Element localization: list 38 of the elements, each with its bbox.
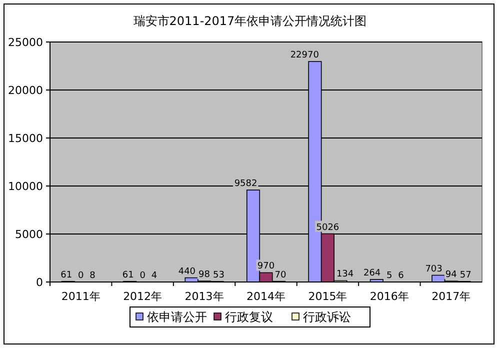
x-tick-label: 2015年	[308, 290, 348, 303]
data-label: 57	[460, 270, 472, 280]
legend-label: 行政诉讼	[303, 310, 351, 324]
data-label: 5	[386, 270, 392, 281]
x-tick-label: 2012年	[123, 290, 162, 303]
chart-title: 瑞安市2011-2017年依申请公开情况统计图	[133, 14, 367, 28]
legend-label: 行政复议	[225, 310, 273, 324]
data-label: 6	[398, 270, 404, 281]
x-tick-label: 2011年	[61, 290, 100, 303]
data-label: 0	[78, 271, 84, 281]
x-tick-label: 2013年	[184, 290, 224, 303]
data-label: 70	[274, 270, 286, 280]
data-label: 440	[178, 266, 196, 277]
y-tick-label: 5000	[15, 228, 43, 241]
y-tick-label: 0	[36, 276, 43, 289]
y-tick-label: 10000	[8, 180, 43, 193]
y-tick-label: 15000	[8, 132, 43, 145]
data-label: 8	[90, 270, 96, 281]
data-label: 134	[336, 270, 354, 280]
data-label: 703	[425, 264, 442, 274]
legend-label: 依申请公开	[147, 310, 207, 324]
data-label: 98	[198, 270, 210, 280]
data-label: 970	[257, 262, 275, 272]
y-tick-label: 20000	[8, 84, 43, 97]
x-tick-label: 2014年	[246, 290, 286, 303]
data-label: 264	[363, 268, 381, 278]
data-label: 4	[151, 270, 158, 281]
data-label: 61	[122, 270, 134, 280]
data-label: 5026	[316, 222, 340, 233]
y-tick-label: 25000	[8, 36, 43, 49]
data-label: 61	[60, 270, 72, 280]
data-label: 9582	[234, 179, 258, 190]
data-label: 0	[140, 271, 146, 281]
data-label: 53	[213, 270, 224, 280]
data-label: 22970	[290, 50, 320, 60]
x-tick-label: 2016年	[370, 290, 409, 303]
x-tick-label: 2017年	[432, 290, 471, 303]
data-label: 94	[445, 270, 458, 280]
